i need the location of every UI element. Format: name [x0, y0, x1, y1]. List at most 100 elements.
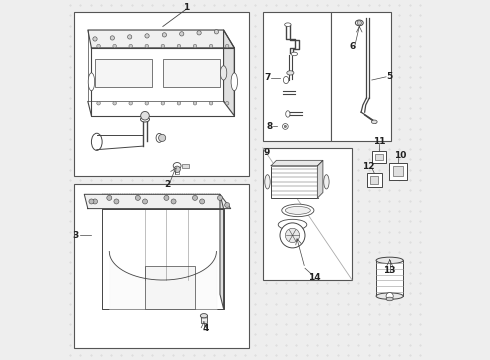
- Ellipse shape: [200, 314, 207, 318]
- Circle shape: [161, 102, 165, 105]
- Text: 10: 10: [394, 151, 407, 160]
- Circle shape: [174, 166, 180, 172]
- Text: 4: 4: [202, 324, 209, 333]
- Circle shape: [97, 102, 100, 105]
- Bar: [163, 59, 220, 87]
- Text: 7: 7: [264, 73, 270, 82]
- Circle shape: [93, 37, 97, 41]
- Polygon shape: [318, 161, 323, 198]
- Text: 8: 8: [266, 122, 272, 131]
- Polygon shape: [92, 48, 234, 116]
- Ellipse shape: [156, 134, 163, 142]
- Circle shape: [162, 33, 167, 37]
- Circle shape: [225, 44, 229, 48]
- Circle shape: [135, 195, 140, 201]
- Circle shape: [177, 102, 181, 105]
- Circle shape: [283, 123, 288, 129]
- Polygon shape: [102, 208, 223, 309]
- Polygon shape: [88, 30, 234, 48]
- Circle shape: [214, 30, 219, 34]
- Ellipse shape: [265, 175, 270, 189]
- Circle shape: [129, 44, 132, 48]
- Bar: [201, 315, 207, 323]
- Bar: [263, 12, 331, 141]
- Ellipse shape: [285, 207, 310, 214]
- Circle shape: [177, 44, 181, 48]
- Text: 3: 3: [72, 231, 78, 240]
- Circle shape: [285, 228, 300, 243]
- Circle shape: [89, 199, 94, 204]
- Circle shape: [209, 102, 213, 105]
- Circle shape: [145, 44, 148, 48]
- Bar: [331, 12, 392, 141]
- Bar: [393, 166, 403, 176]
- Ellipse shape: [283, 76, 289, 84]
- Circle shape: [110, 36, 115, 40]
- Ellipse shape: [386, 297, 393, 301]
- Circle shape: [93, 199, 98, 204]
- Circle shape: [141, 112, 149, 120]
- Circle shape: [197, 31, 201, 35]
- Ellipse shape: [355, 20, 363, 26]
- Ellipse shape: [376, 293, 403, 299]
- Circle shape: [114, 199, 119, 204]
- Ellipse shape: [141, 117, 149, 122]
- Text: 2: 2: [164, 180, 171, 189]
- Text: 14: 14: [308, 273, 320, 282]
- Bar: [271, 166, 318, 198]
- Ellipse shape: [282, 204, 314, 217]
- Circle shape: [386, 293, 393, 300]
- Circle shape: [224, 203, 230, 207]
- Ellipse shape: [92, 133, 102, 150]
- Circle shape: [145, 102, 148, 105]
- Circle shape: [218, 195, 222, 201]
- Circle shape: [129, 102, 132, 105]
- Bar: [175, 170, 179, 174]
- Circle shape: [180, 32, 184, 36]
- Bar: [182, 164, 189, 167]
- Circle shape: [225, 102, 229, 105]
- Circle shape: [171, 199, 176, 204]
- Ellipse shape: [324, 175, 329, 189]
- Circle shape: [113, 44, 117, 48]
- Ellipse shape: [376, 257, 403, 264]
- Bar: [95, 59, 152, 87]
- Circle shape: [199, 199, 205, 204]
- Ellipse shape: [220, 66, 227, 80]
- Ellipse shape: [286, 111, 290, 117]
- Circle shape: [193, 44, 197, 48]
- Circle shape: [107, 195, 112, 201]
- Ellipse shape: [278, 219, 307, 230]
- Circle shape: [143, 199, 147, 204]
- Text: 11: 11: [373, 137, 385, 146]
- Ellipse shape: [173, 162, 181, 169]
- Text: 5: 5: [387, 72, 393, 81]
- Ellipse shape: [231, 73, 238, 91]
- Text: 1: 1: [183, 3, 189, 12]
- Circle shape: [127, 35, 132, 39]
- Circle shape: [161, 44, 165, 48]
- Bar: [375, 154, 383, 160]
- Circle shape: [113, 102, 117, 105]
- Circle shape: [357, 21, 362, 25]
- Text: 13: 13: [383, 266, 396, 275]
- Circle shape: [193, 195, 197, 201]
- Ellipse shape: [291, 52, 297, 56]
- Circle shape: [159, 134, 166, 141]
- Text: 12: 12: [362, 162, 374, 171]
- Bar: [74, 12, 248, 176]
- Bar: [145, 266, 195, 309]
- Circle shape: [280, 223, 305, 248]
- Ellipse shape: [285, 23, 291, 26]
- Polygon shape: [223, 30, 234, 116]
- Circle shape: [209, 44, 213, 48]
- Bar: [372, 151, 386, 162]
- Ellipse shape: [88, 73, 95, 91]
- Bar: [367, 173, 382, 187]
- Polygon shape: [84, 194, 231, 208]
- Bar: [376, 260, 403, 296]
- Bar: [263, 148, 352, 280]
- Ellipse shape: [287, 71, 294, 75]
- Ellipse shape: [371, 120, 377, 123]
- Bar: [370, 176, 378, 184]
